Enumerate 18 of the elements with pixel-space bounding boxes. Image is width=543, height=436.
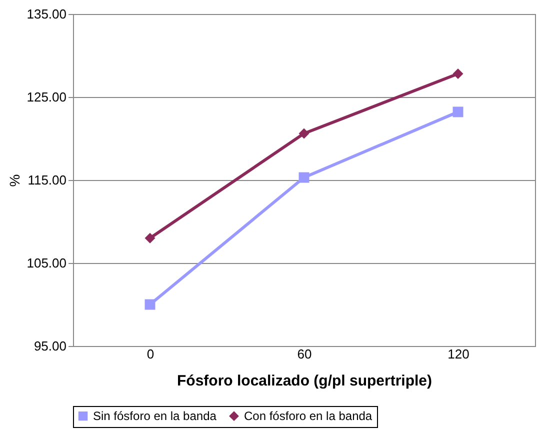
x-tick-label: 60 [297,346,312,362]
y-tick-label: 115.00 [28,172,66,188]
legend-label: Con fósforo en la banda [244,409,372,424]
y-tick-label: 105.00 [26,256,66,270]
y-tick-label: 95.00 [34,338,66,354]
legend-label: Sin fósforo en la banda [93,409,217,424]
point [298,172,310,183]
x-tick-label: 0 [146,346,154,362]
y-tick-label: 135.00 [26,6,66,22]
y-tick-label: 125.00 [26,90,66,104]
x-axis-title: Fósforo localizado (g/pl supertriple) [176,372,432,390]
point [452,106,464,118]
y-axis-title: % [6,174,23,187]
point [298,128,310,139]
point [144,299,156,310]
point [144,232,156,244]
point [452,68,464,80]
x-tick-label: 120 [448,346,470,362]
